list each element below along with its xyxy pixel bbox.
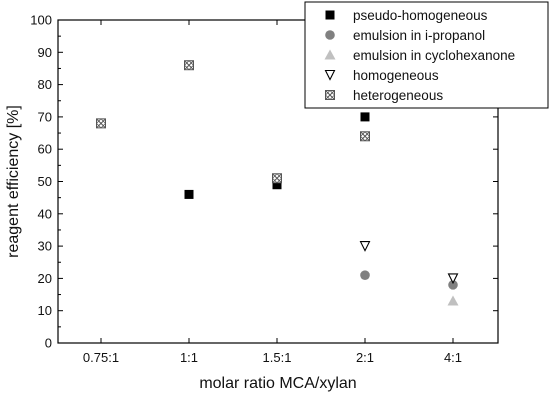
y-axis-label: reagent efficiency [%] <box>5 105 22 258</box>
y-tick-label: 80 <box>38 77 52 92</box>
y-tick-label: 0 <box>45 336 52 351</box>
data-point-series-1 <box>360 112 370 122</box>
x-tick-label: 0.75:1 <box>83 350 119 365</box>
legend-box <box>304 1 549 109</box>
data-point-series-1 <box>272 180 282 190</box>
data-point-series-5 <box>272 173 282 184</box>
data-point-series-3 <box>447 295 459 306</box>
data-point-series-4 <box>447 273 459 285</box>
x-tick-label: 4:1 <box>444 350 462 365</box>
legend-marker-2 <box>325 30 335 40</box>
data-point-series-5 <box>184 60 194 71</box>
data-point-series-2 <box>448 280 458 290</box>
y-axis-ticks: 0 10 20 30 40 50 60 70 80 90 100 <box>30 13 498 351</box>
legend-marker-4 <box>324 69 336 81</box>
legend-entry-2: emulsion in i-propanol <box>353 28 485 43</box>
y-tick-label: 10 <box>38 303 52 318</box>
legend-marker-1 <box>325 10 335 20</box>
y-tick-label: 50 <box>38 174 52 189</box>
x-tick-label: 1:1 <box>180 350 198 365</box>
x-axis-ticks: 0.75:1 1:1 1.5:1 2:1 4:1 <box>83 20 462 365</box>
data-points <box>96 60 459 306</box>
legend-entry-5: heterogeneous <box>353 88 443 103</box>
data-point-series-5 <box>96 118 106 129</box>
y-tick-label: 20 <box>38 271 52 286</box>
x-tick-label: 1.5:1 <box>263 350 292 365</box>
data-point-series-5 <box>360 131 370 142</box>
x-axis-label: molar ratio MCA/xylan <box>199 375 356 392</box>
legend-entry-4: homogeneous <box>353 68 439 83</box>
legend-marker-3 <box>324 49 336 60</box>
legend-entry-3: emulsion in cyclohexanone <box>353 48 515 63</box>
y-tick-label: 30 <box>38 239 52 254</box>
data-point-series-1 <box>184 189 194 199</box>
y-tick-label: 40 <box>38 206 52 221</box>
data-point-series-4 <box>359 241 371 252</box>
data-point-series-2 <box>360 270 370 280</box>
legend-marker-5 <box>325 90 335 100</box>
y-tick-label: 100 <box>30 13 52 28</box>
y-tick-label: 90 <box>38 45 52 60</box>
legend: pseudo-homogeneous emulsion in i-propanol… <box>304 1 549 109</box>
y-tick-label: 70 <box>38 109 52 124</box>
x-tick-label: 2:1 <box>356 350 374 365</box>
legend-entry-1: pseudo-homogeneous <box>353 8 488 23</box>
y-tick-label: 60 <box>38 142 52 157</box>
